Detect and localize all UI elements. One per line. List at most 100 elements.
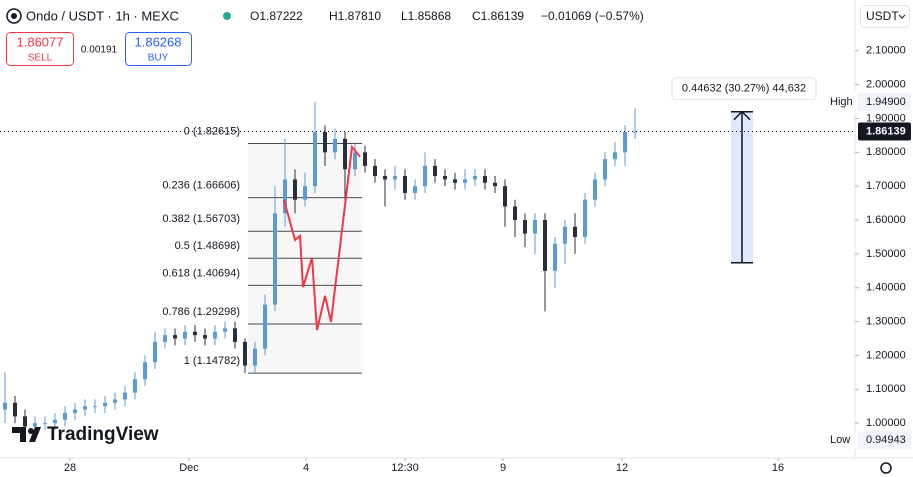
- candle-body: [103, 402, 107, 407]
- buy-button[interactable]: [125, 32, 192, 66]
- low-badge: [858, 431, 911, 450]
- candle-body: [293, 179, 297, 200]
- candle-body: [193, 331, 197, 336]
- candle-body: [423, 165, 427, 187]
- candle-body: [123, 392, 127, 400]
- candle-body: [173, 335, 177, 339]
- measure-arrow: [733, 110, 751, 121]
- candle-body: [83, 406, 87, 410]
- currency-chevron: [898, 14, 906, 19]
- candle-body: [313, 132, 317, 187]
- y-tick-label: 1.40000: [866, 282, 906, 294]
- candle-body: [543, 220, 547, 271]
- candle-body: [583, 199, 587, 237]
- x-tick-label: 12:30: [391, 462, 419, 474]
- symbol-header: Ondo / USDT · 1h · MEXC O1.87222 H1.8781…: [6, 8, 644, 66]
- candle-body: [303, 186, 307, 200]
- candle-body: [73, 409, 77, 413]
- logo-mark-slash: [29, 427, 41, 442]
- candle-body: [243, 341, 247, 366]
- candle-body: [393, 176, 397, 180]
- measure-label: 0.44632 (30.27%) 44,632: [682, 83, 806, 95]
- y-tick-label: 1.60000: [866, 214, 906, 226]
- low-badge-label: 0.94943: [866, 434, 906, 446]
- candle-body: [433, 165, 437, 177]
- candle-body: [213, 331, 217, 339]
- low-badge-name-box: [826, 431, 856, 450]
- currency-label: USDT: [866, 9, 899, 23]
- logo-mark-dot: [28, 428, 34, 434]
- spread: 0.00191: [81, 45, 118, 56]
- candle-body: [373, 165, 377, 177]
- x-tick-label: 16: [772, 462, 784, 474]
- candle-body: [453, 179, 457, 183]
- measure-label-box: [671, 77, 817, 101]
- candle-body: [533, 220, 537, 234]
- x-tick-label: 9: [500, 462, 506, 474]
- last-price-label: 1.86139: [866, 125, 906, 137]
- symbol-logo-dot: [11, 13, 17, 19]
- high-badge-label: 1.94900: [866, 96, 906, 108]
- candle-body: [13, 402, 17, 417]
- candle-body: [263, 304, 267, 349]
- symbol-title[interactable]: Ondo / USDT · 1h · MEXC: [26, 8, 179, 23]
- ohlc-low: L1.85868: [401, 9, 451, 23]
- candle-body: [483, 176, 487, 183]
- tv-logo: TradingView: [12, 424, 159, 445]
- buy-label: BUY: [148, 53, 169, 64]
- y-tick-label: 2.00000: [866, 79, 906, 91]
- high-badge: [858, 92, 911, 111]
- candle-body: [493, 182, 497, 187]
- candle-body: [343, 138, 347, 170]
- y-tick-label: 1.90000: [866, 112, 906, 124]
- candle-body: [353, 152, 357, 170]
- y-tick-label: 1.70000: [866, 180, 906, 192]
- ohlc-open: O1.87222: [250, 9, 303, 23]
- candle-body: [133, 379, 137, 393]
- last-price-badge: [858, 122, 911, 141]
- candle-body: [253, 348, 257, 366]
- fib-label: 0.236 (1.66606): [162, 180, 240, 192]
- candle-body: [143, 362, 147, 380]
- x-tick-label: 28: [64, 462, 76, 474]
- candle-body: [563, 226, 567, 244]
- y-tick-label: 1.20000: [866, 349, 906, 361]
- y-tick-label: 1.10000: [866, 383, 906, 395]
- fib-label: 0.382 (1.56703): [162, 213, 240, 225]
- candle-body: [223, 328, 227, 332]
- candle-body: [233, 328, 237, 342]
- candle-body: [283, 179, 287, 214]
- sell-label: SELL: [28, 53, 53, 64]
- fib-label: 0.5 (1.48698): [175, 240, 240, 252]
- candle-body: [53, 419, 57, 424]
- candle-body: [463, 179, 467, 183]
- candle-body: [503, 186, 507, 207]
- sell-button[interactable]: [6, 32, 74, 66]
- fib-label: 1 (1.14782): [184, 355, 240, 367]
- y-tick-label: 1.00000: [866, 417, 906, 429]
- candle-body: [163, 335, 167, 342]
- fib-label: 0 (1.82615): [184, 125, 240, 137]
- settings-icon[interactable]: [880, 462, 892, 474]
- x-tick-label: Dec: [179, 462, 199, 474]
- logo-mark: [12, 427, 26, 442]
- y-tick-label: 1.80000: [866, 146, 906, 158]
- candle-body: [183, 331, 187, 339]
- fib-label: 0.786 (1.29298): [162, 306, 240, 318]
- plot-area: 0 (1.82615) 0.236 (1.66606) 0.382 (1.56703…: [0, 77, 855, 434]
- candle-body: [413, 186, 417, 193]
- candle-body: [603, 159, 607, 180]
- candle-body: [383, 176, 387, 180]
- candle-body: [333, 138, 337, 153]
- candle-body: [43, 423, 47, 425]
- currency-button[interactable]: [860, 5, 910, 28]
- candle-body: [633, 131, 637, 133]
- y-tick-label: 1.30000: [866, 315, 906, 327]
- x-tick-label: 12: [616, 462, 628, 474]
- candle-body: [23, 416, 27, 427]
- candle-body: [443, 176, 447, 180]
- ohlc-change: −0.01069 (−0.57%): [541, 9, 644, 23]
- candle-body: [3, 402, 7, 410]
- candle-body: [593, 179, 597, 200]
